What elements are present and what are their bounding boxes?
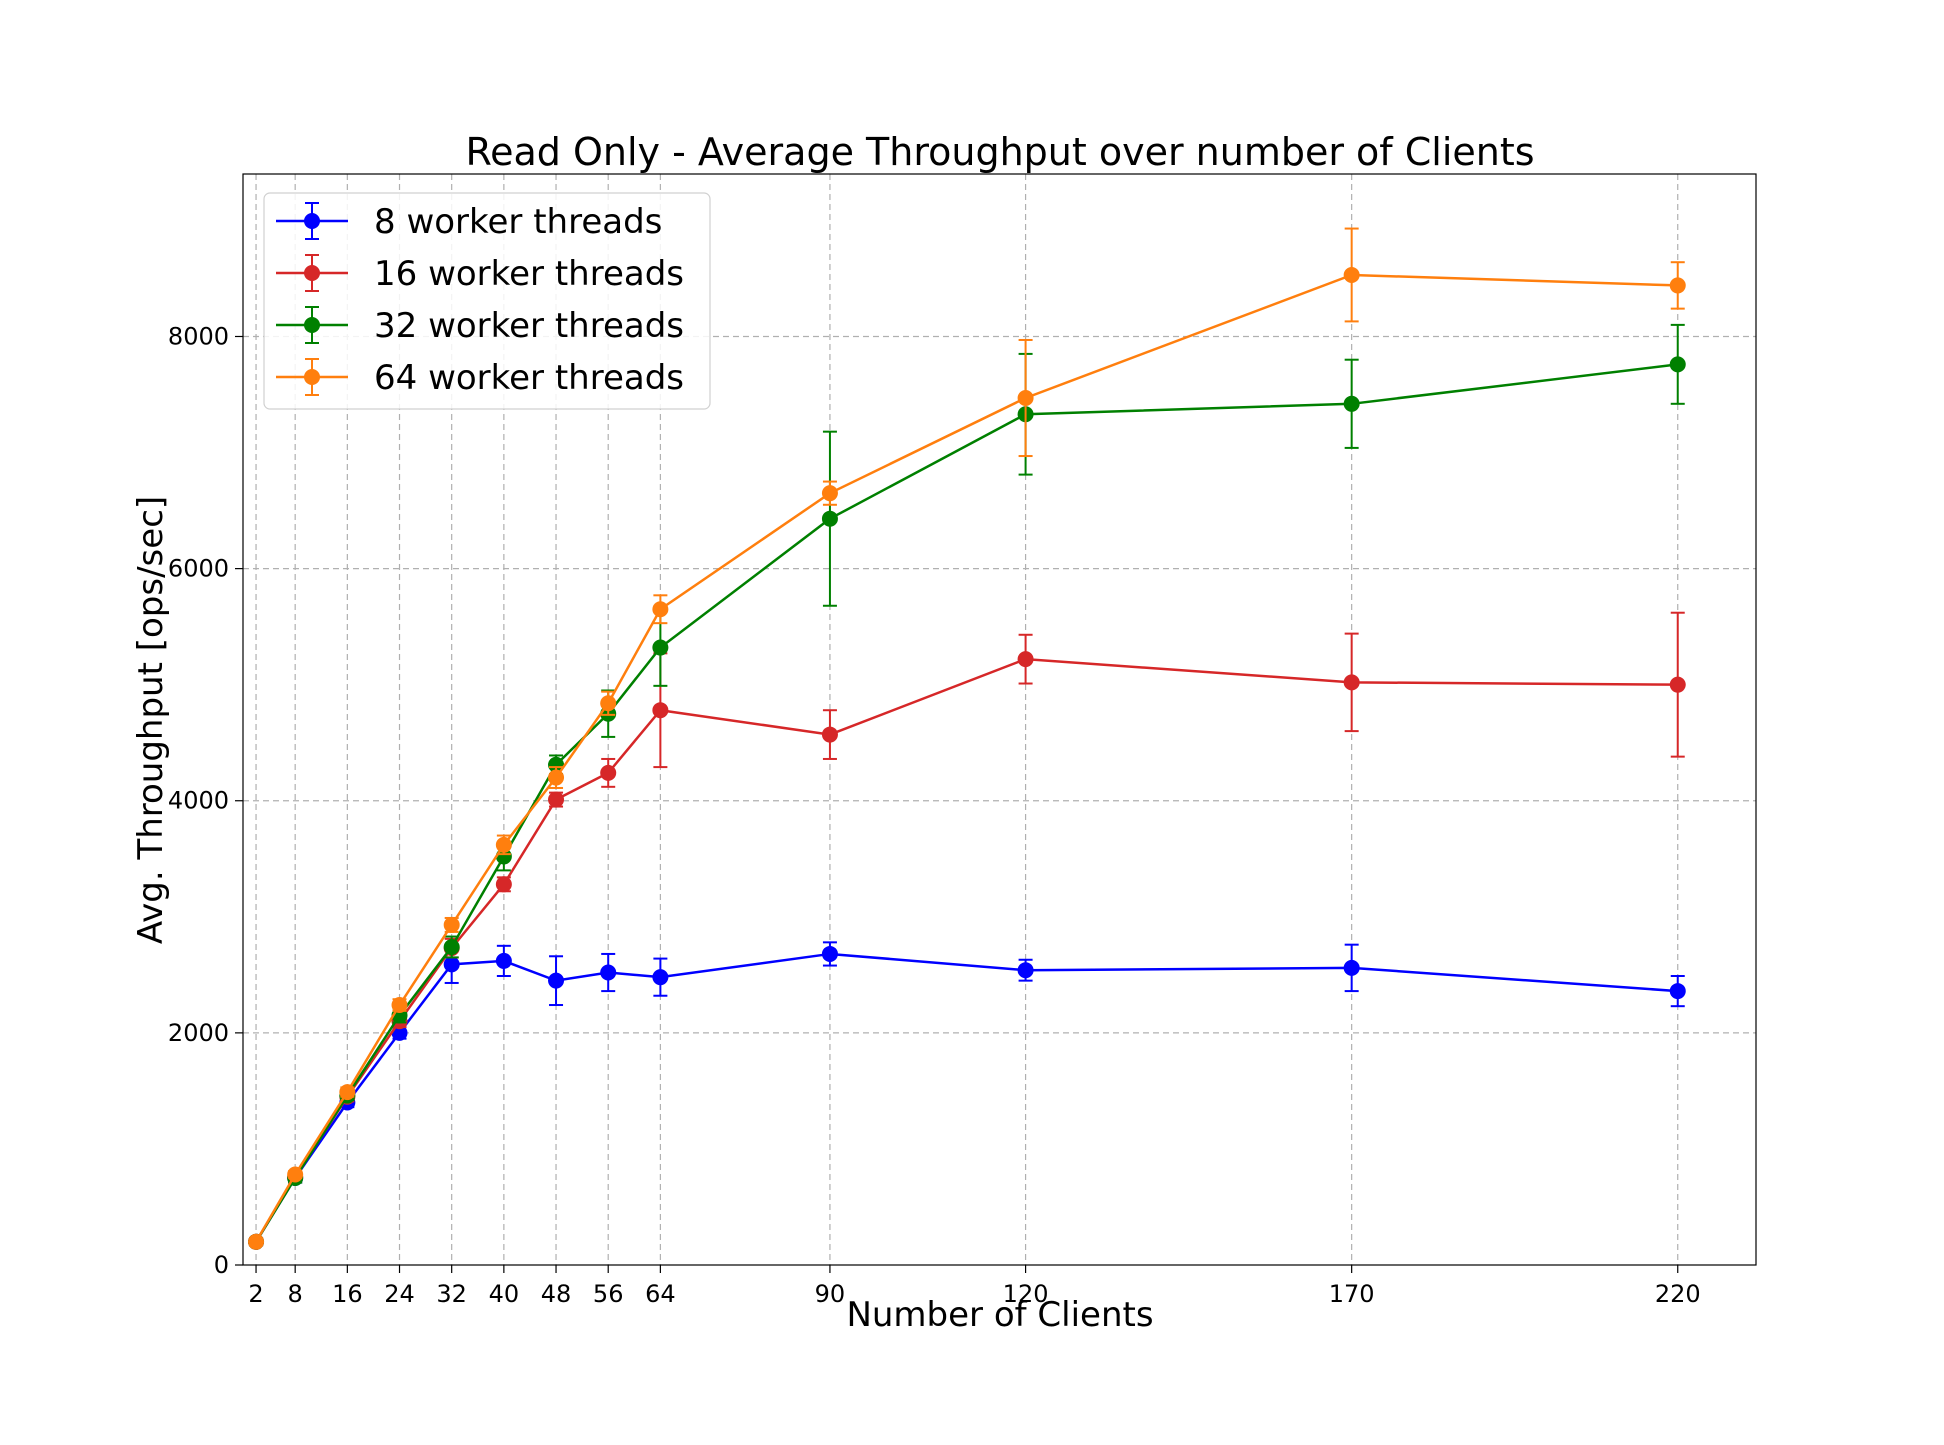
y-tick-label: 0	[214, 1251, 229, 1279]
legend-marker	[304, 265, 320, 281]
data-point	[652, 601, 669, 618]
x-tick-label: 48	[541, 1280, 572, 1308]
y-tick-label: 8000	[168, 322, 229, 350]
data-point	[548, 769, 565, 786]
data-point	[548, 756, 565, 773]
data-point	[1669, 983, 1686, 1000]
data-point	[652, 969, 669, 986]
x-tick-label: 56	[593, 1280, 624, 1308]
legend: 8 worker threads 16 worker threads 32 work…	[263, 192, 711, 410]
legend-item: 8 worker threads	[276, 202, 662, 242]
data-point	[443, 956, 460, 973]
data-point	[391, 997, 408, 1014]
series-layer	[248, 227, 1686, 1250]
legend-label: 32 worker threads	[374, 306, 684, 346]
data-point	[600, 964, 617, 981]
data-point	[652, 702, 669, 719]
data-point	[821, 510, 838, 527]
data-point	[600, 764, 617, 781]
legend-marker	[304, 317, 320, 333]
legend-frame	[263, 192, 711, 410]
data-point	[443, 938, 460, 955]
y-axis-label: Avg. Throughput [ops/sec]	[131, 496, 171, 944]
data-point	[600, 695, 617, 712]
data-point	[821, 726, 838, 743]
data-point	[1343, 266, 1360, 283]
data-point	[248, 1233, 265, 1250]
x-tick-label: 16	[332, 1280, 363, 1308]
legend-marker	[304, 213, 320, 229]
chart-title: Read Only - Average Throughput over numb…	[465, 130, 1534, 174]
data-point	[1343, 674, 1360, 691]
x-axis: 2 8 16 24 32 40 48 56 64 90 120 170 220	[248, 1265, 1701, 1308]
legend-marker	[304, 369, 320, 385]
legend-item: 32 worker threads	[276, 306, 684, 346]
data-point	[1343, 959, 1360, 976]
data-point	[1017, 962, 1034, 979]
data-point	[821, 945, 838, 962]
data-point	[1669, 277, 1686, 294]
data-point	[495, 876, 512, 893]
plot-frame	[242, 173, 1757, 1266]
data-point	[1669, 676, 1686, 693]
x-tick-label: 40	[489, 1280, 520, 1308]
y-tick-label: 6000	[168, 555, 229, 583]
x-tick-label: 24	[384, 1280, 415, 1308]
y-axis: 0 2000 4000 6000 8000	[168, 322, 243, 1279]
data-point	[1669, 356, 1686, 373]
series-4	[248, 227, 1686, 1250]
x-tick-label: 2	[248, 1280, 263, 1308]
data-point	[548, 972, 565, 989]
data-point	[443, 916, 460, 933]
x-tick-label: 170	[1329, 1280, 1375, 1308]
data-point	[495, 952, 512, 969]
legend-item: 16 worker threads	[276, 254, 684, 294]
data-point	[339, 1084, 356, 1101]
y-tick-label: 4000	[168, 787, 229, 815]
data-point	[652, 639, 669, 656]
x-axis-label: Number of Clients	[846, 1295, 1153, 1335]
data-point	[495, 836, 512, 853]
data-point	[821, 485, 838, 502]
x-tick-label: 120	[1003, 1280, 1049, 1308]
y-tick-label: 2000	[168, 1019, 229, 1047]
legend-label: 16 worker threads	[374, 254, 684, 294]
legend-label: 64 worker threads	[374, 358, 684, 398]
data-point	[287, 1166, 304, 1183]
x-tick-label: 32	[436, 1280, 467, 1308]
x-tick-label: 64	[645, 1280, 676, 1308]
x-tick-label: 90	[815, 1280, 846, 1308]
x-tick-label: 220	[1655, 1280, 1701, 1308]
legend-label: 8 worker threads	[374, 202, 662, 242]
data-point	[548, 791, 565, 808]
legend-item: 64 worker threads	[276, 358, 684, 398]
data-point	[1017, 651, 1034, 668]
data-point	[1017, 390, 1034, 407]
data-point	[1343, 395, 1360, 412]
x-tick-label: 8	[288, 1280, 303, 1308]
